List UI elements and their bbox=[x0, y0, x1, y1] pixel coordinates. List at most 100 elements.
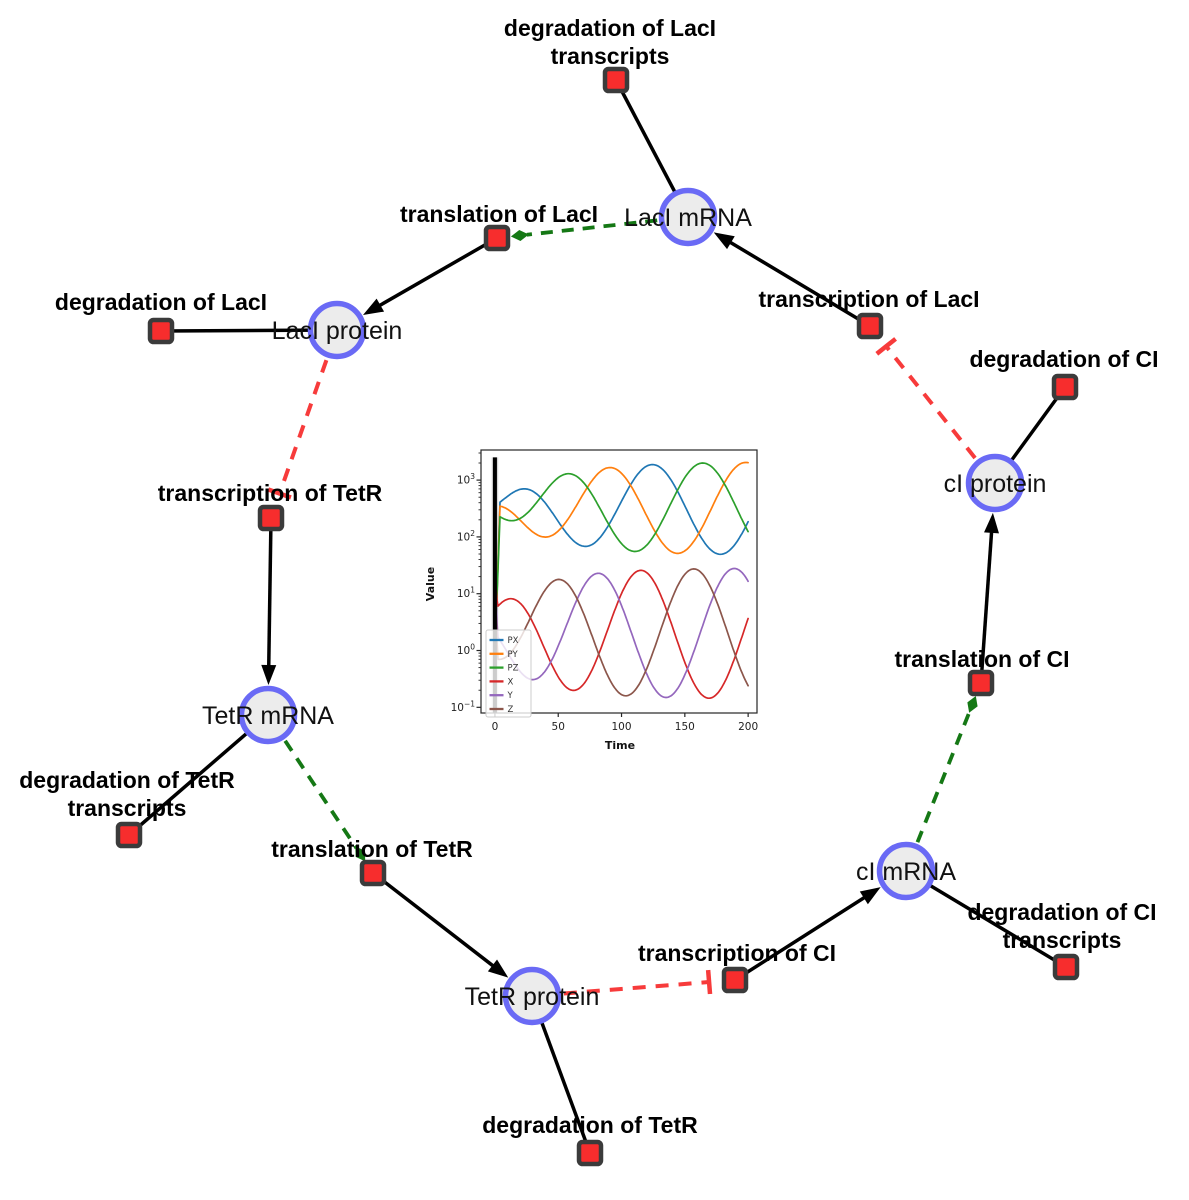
inhibitor-tee-bar bbox=[705, 969, 713, 995]
legend-text-PZ: PZ bbox=[508, 664, 519, 674]
arrowhead bbox=[713, 232, 735, 250]
species-node-tetr-protein bbox=[502, 966, 562, 1026]
y-tick-label-10e0: 100 bbox=[457, 643, 475, 658]
edge-production-translation-ci-to-ci-protein bbox=[979, 512, 999, 684]
y-tick-label-10e2: 102 bbox=[457, 529, 475, 544]
edge-inhibition-tetr-protein-to-transcription-ci bbox=[563, 969, 713, 996]
edge-consumption-tetr-mrna-to-degradation-tetr-transcripts bbox=[127, 713, 270, 837]
reaction-label-degradation-laci-transcripts-line2: transcripts bbox=[551, 43, 670, 69]
inhibition-line bbox=[884, 345, 977, 460]
species-node-laci-protein bbox=[307, 300, 367, 360]
y-axis-title: Value bbox=[424, 567, 437, 601]
modifier-line bbox=[526, 218, 658, 237]
reaction-label-transcription-ci: transcription of CI bbox=[638, 940, 836, 966]
reaction-node-translation-laci bbox=[483, 224, 511, 252]
production-line bbox=[734, 892, 871, 982]
x-tick-label-150: 150 bbox=[675, 721, 695, 733]
diamond-arrowhead bbox=[510, 230, 529, 241]
consumption-line bbox=[127, 713, 270, 837]
reaction-label-transcription-tetr: transcription of TetR bbox=[158, 480, 383, 506]
arrowhead bbox=[363, 298, 385, 316]
edge-modifier-tetr-mrna-to-translation-tetr bbox=[283, 739, 366, 862]
series-line-PX bbox=[494, 463, 749, 652]
reaction-node-degradation-laci-transcripts bbox=[602, 66, 630, 94]
legend-entry-PZ: PZ bbox=[489, 664, 519, 674]
edge-inhibition-ci-protein-to-transcription-laci bbox=[875, 337, 977, 460]
reaction-label-degradation-laci: degradation of LacI bbox=[55, 289, 267, 315]
edge-consumption-laci-protein-to-degradation-laci bbox=[160, 328, 338, 333]
edge-modifier-ci-mrna-to-translation-ci bbox=[915, 696, 978, 843]
edges-layer bbox=[127, 79, 1067, 1154]
modifier-line bbox=[915, 710, 972, 843]
edge-production-translation-tetr-to-tetr-protein bbox=[371, 871, 509, 978]
edge-production-translation-laci-to-laci-protein bbox=[363, 236, 498, 316]
x-tick-label-0: 0 bbox=[492, 721, 499, 733]
edge-production-transcription-laci-to-laci-mrna bbox=[713, 232, 871, 328]
reaction-label-degradation-tetr-transcripts-line2: transcripts bbox=[68, 795, 187, 821]
reaction-node-degradation-tetr-transcripts bbox=[115, 821, 143, 849]
reaction-node-transcription-tetr bbox=[257, 504, 285, 532]
y-tick-label-10e-1: 10−1 bbox=[451, 699, 476, 714]
y-tick-label-10e1: 101 bbox=[457, 586, 475, 601]
reaction-label-degradation-ci: degradation of CI bbox=[969, 346, 1158, 372]
series-line-X bbox=[494, 569, 749, 700]
species-label-laci-mrna: LacI mRNA bbox=[624, 204, 752, 232]
species-node-ci-mrna bbox=[876, 841, 936, 901]
species-label-tetr-mrna: TetR mRNA bbox=[202, 702, 334, 730]
y-tick-label-10e3: 103 bbox=[457, 472, 475, 487]
inhibition-line bbox=[563, 980, 710, 996]
reaction-label-degradation-tetr-transcripts-line1: degradation of TetR bbox=[19, 767, 235, 793]
edge-production-transcription-ci-to-ci-mrna bbox=[734, 887, 881, 982]
production-line bbox=[373, 236, 498, 311]
legend-entry-PY: PY bbox=[489, 650, 519, 660]
inhibitor-tee-bar bbox=[267, 487, 292, 500]
reaction-node-degradation-laci bbox=[147, 317, 175, 345]
diamond-arrowhead bbox=[355, 846, 366, 862]
diamond-arrowhead bbox=[967, 696, 978, 713]
x-tick-label-100: 100 bbox=[612, 721, 632, 733]
reaction-node-translation-tetr bbox=[359, 859, 387, 887]
arrowhead bbox=[487, 959, 509, 978]
modifier-line bbox=[283, 739, 358, 850]
edge-inhibition-laci-protein-to-transcription-tetr bbox=[267, 359, 329, 500]
reaction-label-degradation-tetr: degradation of TetR bbox=[482, 1112, 698, 1138]
nodes-layer bbox=[115, 66, 1080, 1167]
series-line-Y bbox=[494, 567, 749, 699]
reaction-node-degradation-ci-transcripts bbox=[1052, 953, 1080, 981]
consumption-line bbox=[905, 869, 1067, 969]
edge-modifier-laci-mrna-to-translation-laci bbox=[510, 218, 658, 241]
legend-text-PX: PX bbox=[508, 636, 519, 646]
species-label-ci-mrna: cI mRNA bbox=[856, 858, 956, 886]
legend-entry-X: X bbox=[489, 677, 514, 687]
plot-frame bbox=[480, 449, 758, 714]
reaction-label-translation-laci: translation of LacI bbox=[400, 201, 598, 227]
arrowhead bbox=[859, 887, 881, 905]
edge-consumption-ci-mrna-to-degradation-ci-transcripts bbox=[905, 869, 1067, 969]
inhibitor-tee-bar bbox=[875, 337, 897, 356]
production-line bbox=[723, 237, 871, 328]
legend-entry-Y: Y bbox=[489, 691, 514, 701]
reaction-node-degradation-tetr bbox=[576, 1139, 604, 1167]
labels-layer: LacI mRNA LacI protein TetR mRNA TetR prote… bbox=[19, 15, 1158, 1138]
legend-text-Y: Y bbox=[507, 691, 514, 701]
species-node-laci-mrna bbox=[658, 187, 718, 247]
consumption-line bbox=[160, 328, 338, 333]
legend-text-PY: PY bbox=[508, 650, 519, 660]
edge-production-transcription-tetr-to-tetr-mrna bbox=[261, 517, 277, 686]
legend-entry-Z: Z bbox=[489, 705, 514, 715]
x-tick-label-50: 50 bbox=[552, 721, 565, 733]
production-line bbox=[266, 517, 273, 673]
reaction-label-transcription-laci: transcription of LacI bbox=[758, 286, 979, 312]
reaction-label-degradation-laci-transcripts-line1: degradation of LacI bbox=[504, 15, 716, 41]
reaction-node-degradation-ci bbox=[1051, 373, 1079, 401]
production-line bbox=[371, 871, 500, 972]
species-label-ci-protein: cI protein bbox=[944, 470, 1047, 498]
reaction-label-translation-tetr: translation of TetR bbox=[271, 836, 473, 862]
reaction-node-transcription-ci bbox=[721, 966, 749, 994]
legend-text-Z: Z bbox=[508, 705, 514, 715]
production-line bbox=[979, 525, 994, 684]
species-node-ci-protein bbox=[965, 453, 1025, 513]
